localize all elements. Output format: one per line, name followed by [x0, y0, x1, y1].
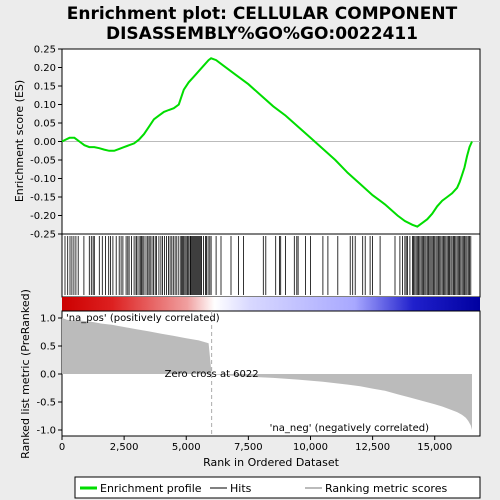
x-tick-label: 15,000	[417, 442, 452, 453]
es-tick-label: -0.20	[30, 211, 56, 222]
chart-title-line1: Enrichment plot: CELLULAR COMPONENT	[67, 4, 458, 24]
hits-lines	[64, 236, 472, 295]
x-tick-label: 10,000	[293, 442, 328, 453]
es-tick-label: 0.10	[34, 100, 56, 111]
es-tick-label: -0.10	[30, 174, 56, 185]
metric-tick-label: -1.0	[36, 426, 56, 437]
x-tick-label: 0	[59, 442, 65, 453]
es-tick-label: 0.05	[34, 119, 56, 130]
ranking-metric-area	[62, 318, 472, 430]
legend-metric-label: Ranking metric scores	[325, 482, 447, 495]
x-tick-label: 2,500	[110, 442, 139, 453]
zero-cross-label: Zero cross at 6022	[165, 369, 259, 380]
positive-correlation-label: 'na_pos' (positively correlated)	[66, 313, 220, 324]
enrichment-profile-line	[61, 57, 473, 228]
chart-title-line2: DISASSEMBLY%GO%GO:0022411	[106, 24, 418, 44]
metric-axis: -1.0 -0.5 0.0 0.5 1.0	[36, 314, 62, 437]
legend-hits-label: Hits	[230, 482, 252, 495]
es-tick-label: 0.00	[34, 137, 56, 148]
es-tick-label: 0.25	[34, 45, 56, 56]
metric-tick-label: -0.5	[36, 398, 56, 409]
x-tick-label: 7,500	[234, 442, 263, 453]
legend-box	[74, 476, 481, 499]
x-tick-label: 5,000	[172, 442, 201, 453]
es-tick-label: 0.20	[34, 63, 56, 74]
metric-y-axis-label: Ranked list metric (PreRanked)	[19, 289, 32, 459]
es-axis: -0.25 -0.20 -0.15 -0.10 -0.05 0.00 0.05 0.10 0.1…	[30, 45, 62, 241]
es-tick-label: 0.15	[34, 82, 56, 93]
rank-color-bar	[62, 297, 480, 311]
x-axis-label: Rank in Ordered Dataset	[203, 456, 340, 469]
metric-tick-label: 0.0	[40, 370, 56, 381]
es-y-axis-label: Enrichment score (ES)	[13, 80, 26, 202]
es-tick-label: -0.05	[30, 156, 56, 167]
metric-tick-label: 0.5	[40, 342, 56, 353]
x-tick-label: 12,500	[355, 442, 390, 453]
negative-correlation-label: 'na_neg' (negatively correlated)	[270, 423, 429, 434]
es-tick-label: -0.25	[30, 230, 56, 241]
x-axis: 0 2,500 5,000 7,500 10,000 12,500 15,000	[59, 436, 452, 453]
metric-tick-label: 1.0	[40, 314, 56, 325]
es-tick-label: -0.15	[30, 193, 56, 204]
legend-profile-label: Enrichment profile	[100, 482, 202, 495]
